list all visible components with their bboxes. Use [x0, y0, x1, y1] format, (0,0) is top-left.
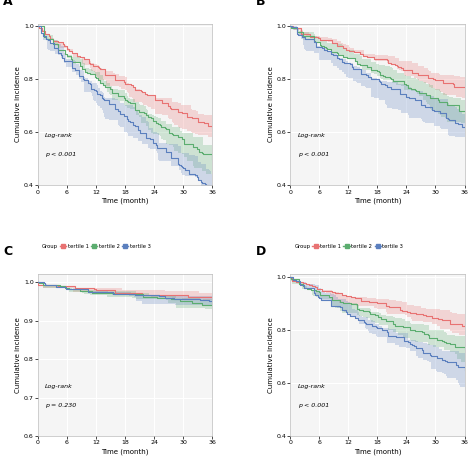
Y-axis label: Cumulative incidence: Cumulative incidence	[268, 67, 273, 142]
Text: p < 0.001: p < 0.001	[298, 403, 329, 408]
Y-axis label: Cumulative incidence: Cumulative incidence	[15, 67, 21, 142]
Text: Log-rank: Log-rank	[298, 133, 326, 138]
Text: p = 0.230: p = 0.230	[45, 403, 76, 408]
Text: C: C	[3, 245, 12, 258]
Y-axis label: Cumulative incidence: Cumulative incidence	[15, 318, 21, 393]
X-axis label: Time (month): Time (month)	[354, 197, 401, 204]
Y-axis label: Cumulative incidence: Cumulative incidence	[268, 318, 273, 393]
Text: D: D	[255, 245, 266, 258]
Text: Log-rank: Log-rank	[298, 383, 326, 389]
Text: Log-rank: Log-rank	[45, 133, 73, 138]
Text: Log-rank: Log-rank	[45, 383, 73, 389]
Text: B: B	[255, 0, 265, 8]
Text: p < 0.001: p < 0.001	[45, 152, 76, 157]
Text: A: A	[3, 0, 13, 8]
Text: p < 0.001: p < 0.001	[298, 152, 329, 157]
Legend: Group, tertile 1, tertile 2, tertile 3: Group, tertile 1, tertile 2, tertile 3	[284, 241, 405, 251]
Legend: Group, tertile 1, tertile 2, tertile 3: Group, tertile 1, tertile 2, tertile 3	[32, 241, 153, 251]
X-axis label: Time (month): Time (month)	[354, 448, 401, 455]
X-axis label: Time (month): Time (month)	[101, 197, 149, 204]
X-axis label: Time (month): Time (month)	[101, 448, 149, 455]
